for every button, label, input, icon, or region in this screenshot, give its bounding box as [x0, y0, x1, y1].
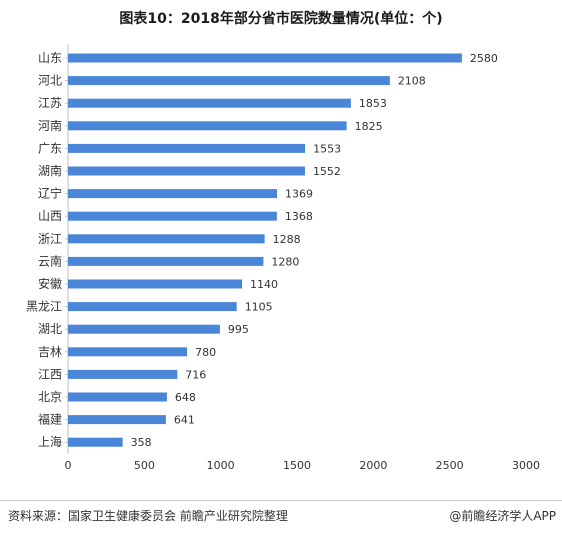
bar — [68, 121, 347, 131]
bar — [68, 143, 306, 153]
x-tick-label: 3000 — [512, 459, 540, 472]
bar — [68, 392, 167, 402]
bar — [68, 234, 265, 244]
data-label: 716 — [185, 368, 206, 381]
data-label: 1368 — [285, 210, 313, 223]
bar — [68, 324, 220, 334]
bar — [68, 98, 351, 108]
data-label: 780 — [195, 346, 216, 359]
bar — [68, 53, 462, 63]
x-tick-label: 500 — [134, 459, 155, 472]
bar — [68, 369, 178, 379]
x-tick-label: 1500 — [283, 459, 311, 472]
data-label: 641 — [174, 414, 195, 427]
category-label: 上海 — [38, 434, 62, 449]
category-label: 湖南 — [38, 163, 62, 178]
category-label: 湖北 — [38, 321, 62, 336]
category-label: 山西 — [38, 209, 62, 223]
bar — [68, 415, 166, 425]
category-label: 北京 — [38, 390, 62, 404]
chart-title: 图表10：2018年部分省市医院数量情况(单位：个) — [119, 11, 443, 27]
bar — [68, 166, 305, 176]
category-label: 浙江 — [38, 232, 62, 246]
data-label: 1288 — [273, 233, 301, 246]
data-label: 1140 — [250, 278, 278, 291]
x-tick-label: 2500 — [436, 459, 464, 472]
category-label: 辽宁 — [38, 186, 62, 201]
bar — [68, 76, 390, 86]
x-tick-label: 0 — [65, 459, 72, 472]
category-label: 河北 — [38, 74, 62, 88]
bar — [68, 256, 264, 266]
category-label: 福建 — [38, 412, 62, 427]
data-label: 648 — [175, 391, 196, 404]
data-label: 1553 — [313, 142, 341, 155]
x-tick-label: 2000 — [359, 459, 387, 472]
category-label: 吉林 — [38, 345, 62, 359]
category-label: 河南 — [38, 118, 62, 133]
category-label: 安徽 — [38, 276, 62, 291]
source-note: 资料来源：国家卫生健康委员会 前瞻产业研究院整理 — [8, 509, 288, 523]
category-label: 云南 — [38, 253, 62, 268]
data-label: 2580 — [470, 52, 498, 65]
x-tick-label: 1000 — [207, 459, 235, 472]
category-label: 黑龙江 — [26, 300, 62, 314]
data-label: 1825 — [355, 120, 383, 133]
bar — [68, 437, 123, 447]
footer: 资料来源：国家卫生健康委员会 前瞻产业研究院整理 @前瞻经济学人APP — [0, 500, 562, 533]
bar — [68, 189, 278, 199]
data-label: 995 — [228, 323, 249, 336]
bar — [68, 302, 237, 312]
category-label: 江西 — [38, 367, 62, 381]
data-label: 358 — [131, 436, 152, 449]
data-label: 2108 — [398, 75, 426, 88]
bar — [68, 347, 188, 357]
data-label: 1853 — [359, 97, 387, 110]
bar — [68, 211, 277, 221]
category-label: 广东 — [38, 141, 62, 155]
brand-credit: @前瞻经济学人APP — [449, 509, 556, 523]
data-label: 1552 — [313, 165, 341, 178]
data-label: 1369 — [285, 188, 313, 201]
category-label: 山东 — [38, 51, 62, 65]
category-label: 江苏 — [38, 96, 62, 110]
data-label: 1280 — [271, 255, 299, 268]
data-label: 1105 — [245, 301, 273, 314]
bar — [68, 279, 243, 289]
bar-chart: 山东 2580 河北 2108 江苏 1853 河南 1825 广东 1553 湖南 1552 辽宁 13… — [26, 44, 540, 472]
